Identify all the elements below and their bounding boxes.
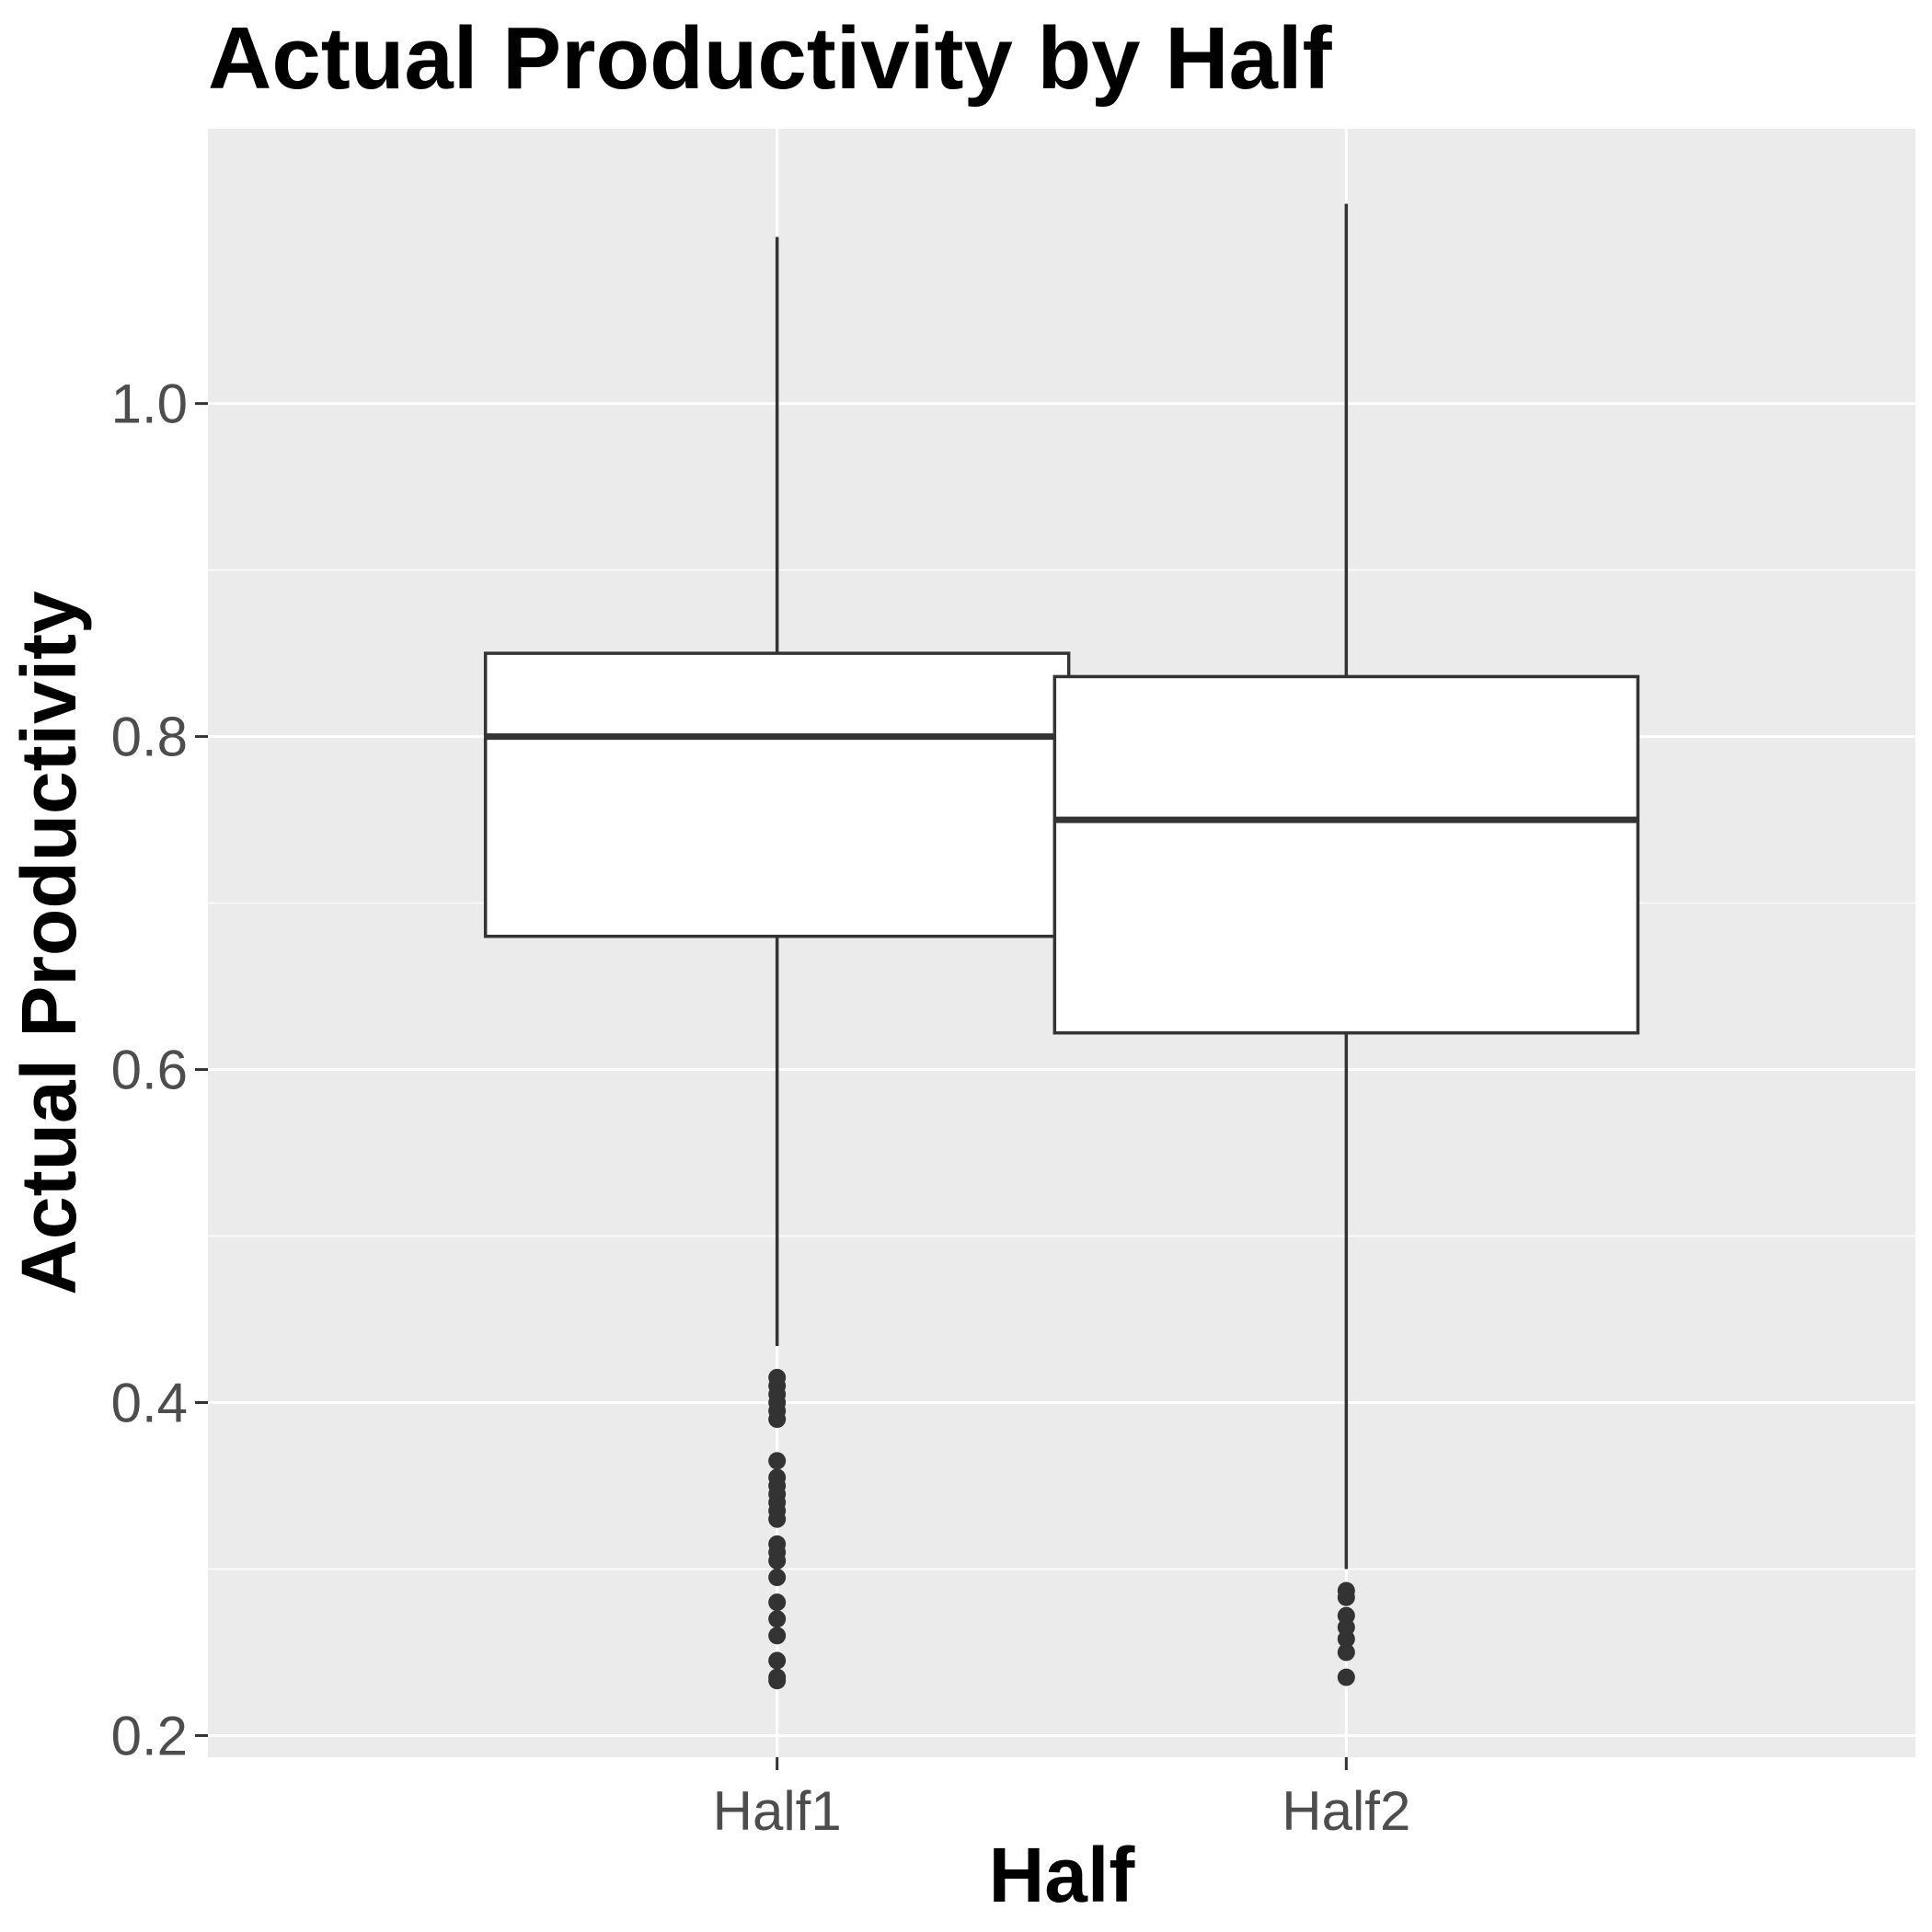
y-tick-label: 0.6	[111, 1040, 188, 1101]
outlier-point	[768, 1510, 787, 1528]
box-half2	[1052, 203, 1640, 1686]
x-axis: Half1 Half2	[713, 1757, 1410, 1842]
outlier-point	[768, 1593, 787, 1612]
outlier-point	[1337, 1588, 1355, 1606]
outlier-point	[1337, 1630, 1355, 1649]
y-tick-label: 0.2	[111, 1705, 188, 1766]
outlier-point	[768, 1610, 787, 1628]
outlier-point	[768, 1569, 787, 1587]
outlier-point	[768, 1410, 787, 1429]
iqr-box	[1052, 674, 1640, 1035]
y-tick-label: 0.4	[111, 1373, 188, 1434]
x-tick-label: Half2	[1282, 1780, 1410, 1842]
outlier-point	[768, 1651, 787, 1670]
boxes-layer	[483, 203, 1640, 1690]
y-tick-label: 0.8	[111, 707, 188, 768]
outlier-point	[1337, 1643, 1355, 1662]
y-axis-title: Actual Productivity	[6, 591, 92, 1295]
outlier-point	[1337, 1668, 1355, 1686]
iqr-box	[483, 651, 1071, 938]
x-axis-title: Half	[989, 1832, 1136, 1918]
box-half1	[483, 236, 1071, 1690]
chart-title: Actual Productivity by Half	[208, 9, 1333, 108]
y-axis: 0.2 0.4 0.6 0.8 1.0	[111, 374, 208, 1766]
outlier-point	[768, 1627, 787, 1645]
outlier-point	[768, 1551, 787, 1570]
x-tick-label: Half1	[713, 1780, 842, 1842]
outlier-point	[768, 1672, 787, 1690]
y-tick-label: 1.0	[111, 374, 188, 435]
outlier-point	[768, 1452, 787, 1470]
